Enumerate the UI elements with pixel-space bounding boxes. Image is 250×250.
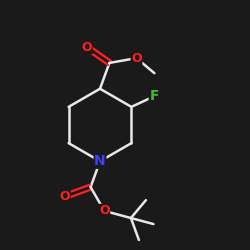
Text: O: O: [60, 190, 70, 203]
Text: O: O: [82, 41, 92, 54]
Text: O: O: [99, 204, 110, 218]
Text: N: N: [94, 154, 106, 168]
Text: O: O: [131, 52, 142, 65]
Text: F: F: [149, 89, 159, 103]
